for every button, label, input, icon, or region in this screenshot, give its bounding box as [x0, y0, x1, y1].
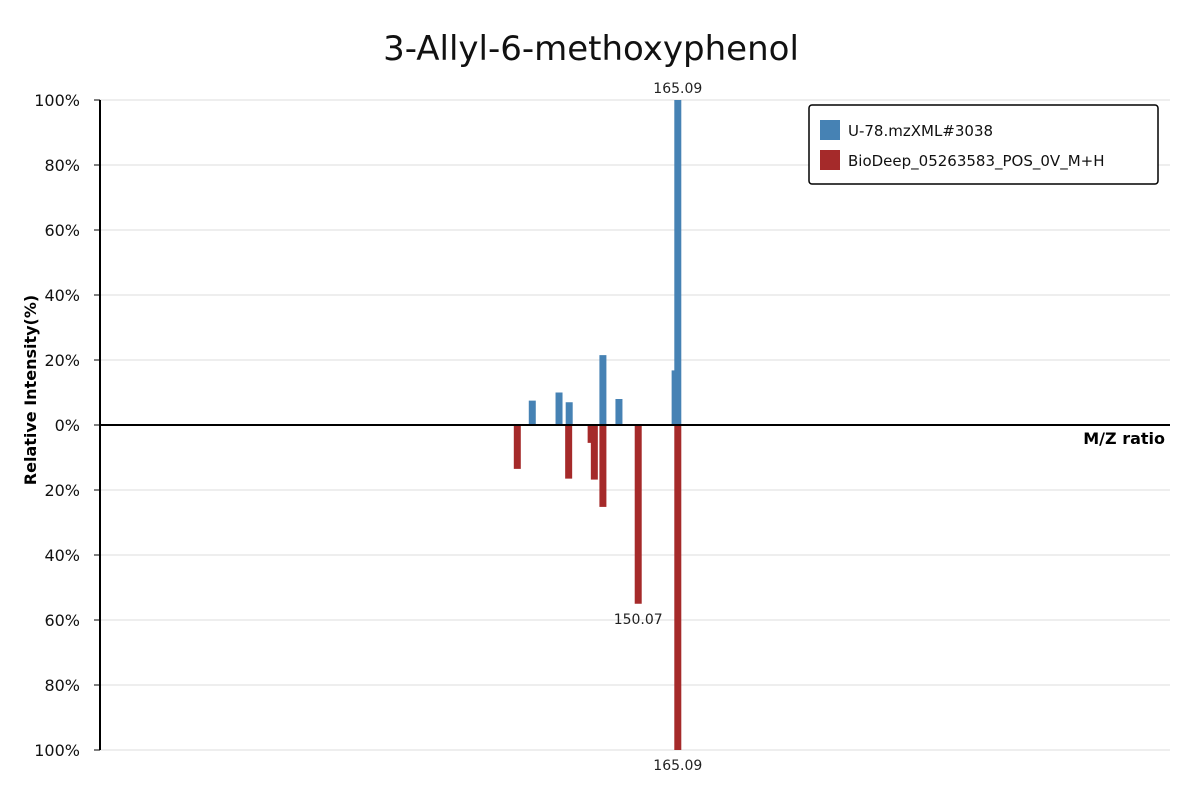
y-tick-labels: 100% 80% 60% 40% 20% 0% 20% 40% 60% 80% 100% [34, 91, 100, 760]
peak-bar [590, 425, 598, 480]
y-tick-label: 20% [44, 351, 80, 370]
chart-title: 3-Allyl-6-methoxyphenol [383, 29, 799, 69]
peak-bar [513, 425, 521, 469]
legend-label: U-78.mzXML#3038 [848, 122, 993, 140]
y-tick-label: 100% [34, 741, 80, 760]
peak-bar [599, 355, 607, 425]
peak-bar [615, 399, 623, 425]
peak-bar [565, 402, 573, 425]
legend-label: BioDeep_05263583_POS_0V_M+H [848, 152, 1104, 171]
peak-bar [565, 425, 573, 479]
peak-bar [555, 392, 563, 425]
series-down-peaks [513, 425, 682, 750]
y-axis-label: Relative Intensity(%) [21, 295, 40, 485]
series-up-peaks [528, 100, 682, 425]
peak-bar [674, 425, 682, 750]
y-tick-label: 60% [44, 611, 80, 630]
peak-labels: 165.09 150.07 165.09 [614, 81, 703, 774]
peak-bar [528, 400, 536, 425]
peak-bar [634, 425, 642, 604]
peak-label: 150.07 [614, 612, 663, 628]
legend-swatch [820, 150, 840, 170]
peak-bar [674, 100, 682, 425]
y-tick-label: 60% [44, 221, 80, 240]
peak-label: 165.09 [653, 758, 702, 774]
peak-label: 165.09 [653, 81, 702, 97]
y-tick-label: 0% [55, 416, 80, 435]
y-tick-label: 80% [44, 156, 80, 175]
legend-box [808, 104, 1159, 185]
legend-swatch [820, 120, 840, 140]
y-tick-label: 40% [44, 546, 80, 565]
spectrum-peaks [513, 100, 682, 750]
legend-items: U-78.mzXML#3038 BioDeep_05263583_POS_0V_M… [820, 120, 1104, 171]
y-tick-label: 100% [34, 91, 80, 110]
y-tick-label: 20% [44, 481, 80, 500]
chart-legend: U-78.mzXML#3038 BioDeep_05263583_POS_0V_M… [808, 104, 1159, 185]
y-tick-label: 80% [44, 676, 80, 695]
y-tick-label: 40% [44, 286, 80, 305]
x-axis-label: M/Z ratio [1083, 429, 1165, 448]
peak-bar [599, 425, 607, 507]
